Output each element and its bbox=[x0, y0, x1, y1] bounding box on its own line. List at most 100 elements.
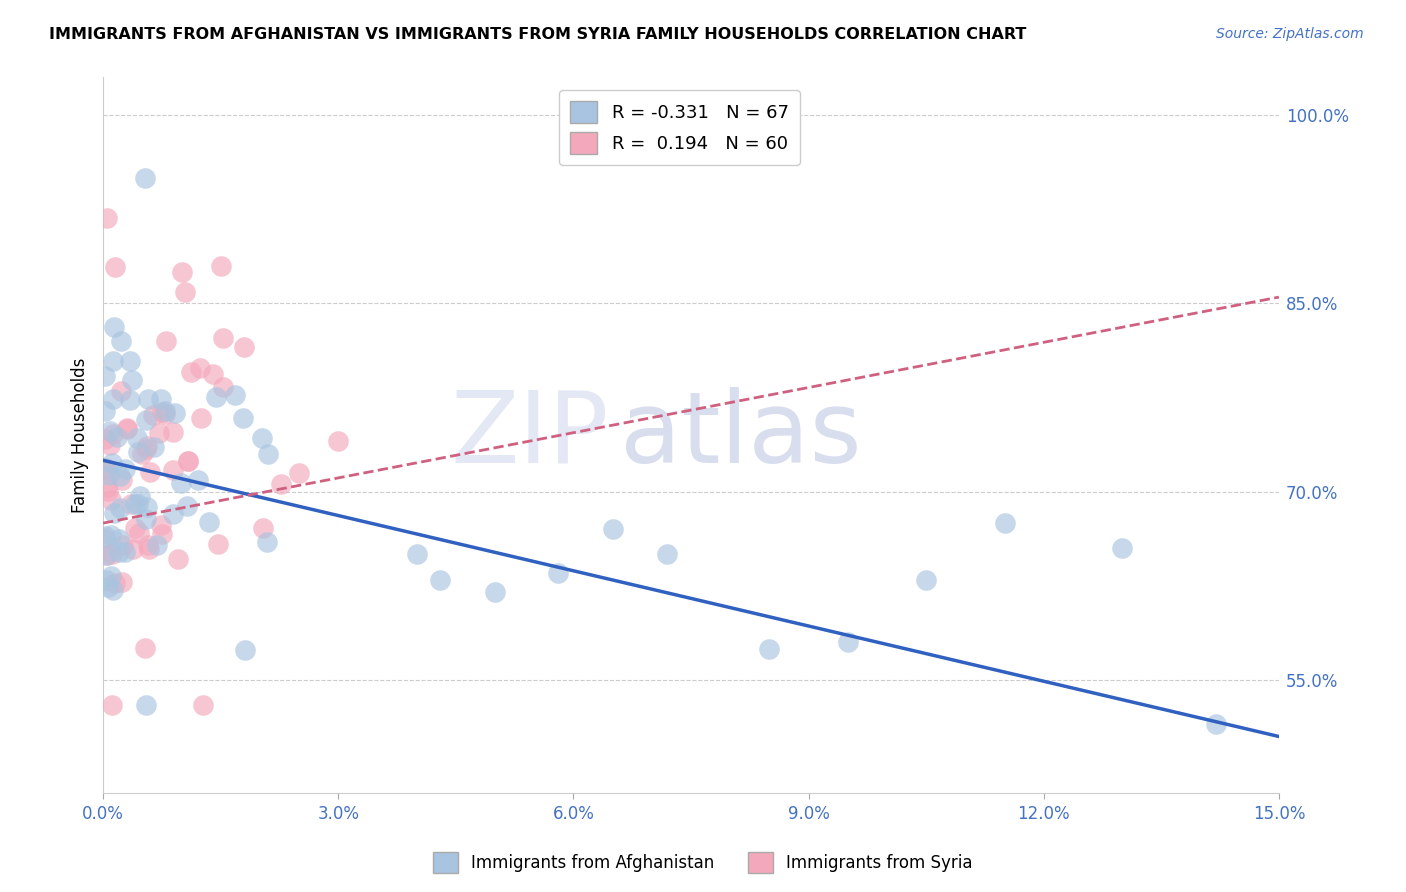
Point bbox=[212, 379, 235, 393]
Point bbox=[142, 408, 165, 422]
Point bbox=[108, 533, 131, 547]
Point bbox=[602, 522, 624, 536]
Point bbox=[104, 260, 127, 274]
Point bbox=[96, 211, 118, 225]
Point bbox=[180, 365, 202, 379]
Point bbox=[100, 568, 122, 582]
Point bbox=[138, 541, 160, 556]
Point bbox=[94, 432, 117, 446]
Y-axis label: Family Households: Family Households bbox=[72, 358, 89, 513]
Point bbox=[110, 384, 132, 398]
Point bbox=[114, 544, 136, 558]
Point bbox=[758, 641, 780, 656]
Point bbox=[110, 334, 132, 348]
Point bbox=[150, 527, 173, 541]
Text: ZIP: ZIP bbox=[450, 387, 609, 483]
Point bbox=[96, 548, 118, 562]
Point bbox=[139, 465, 162, 479]
Point bbox=[105, 430, 128, 444]
Point bbox=[233, 643, 256, 657]
Point bbox=[108, 545, 131, 559]
Point bbox=[128, 525, 150, 540]
Point bbox=[201, 367, 224, 381]
Point bbox=[100, 492, 122, 507]
Point bbox=[114, 462, 136, 476]
Text: atlas: atlas bbox=[620, 387, 862, 483]
Point bbox=[170, 265, 193, 279]
Point bbox=[207, 537, 229, 551]
Point bbox=[190, 411, 212, 425]
Text: Source: ZipAtlas.com: Source: ZipAtlas.com bbox=[1216, 27, 1364, 41]
Point bbox=[124, 521, 146, 535]
Point bbox=[270, 476, 292, 491]
Point bbox=[162, 463, 184, 477]
Point bbox=[111, 575, 134, 590]
Point bbox=[405, 548, 427, 562]
Point bbox=[1111, 541, 1133, 556]
Point bbox=[162, 508, 184, 522]
Point bbox=[97, 483, 120, 498]
Point bbox=[191, 698, 214, 712]
Point bbox=[288, 466, 311, 480]
Point bbox=[98, 424, 121, 438]
Legend: Immigrants from Afghanistan, Immigrants from Syria: Immigrants from Afghanistan, Immigrants … bbox=[426, 846, 980, 880]
Legend: R = -0.331   N = 67, R =  0.194   N = 60: R = -0.331 N = 67, R = 0.194 N = 60 bbox=[560, 90, 800, 165]
Point bbox=[100, 527, 122, 541]
Point bbox=[111, 538, 134, 552]
Point bbox=[122, 541, 145, 556]
Point bbox=[101, 392, 124, 406]
Point bbox=[134, 640, 156, 655]
Point bbox=[120, 497, 142, 511]
Point bbox=[257, 447, 280, 461]
Point bbox=[135, 511, 157, 525]
Point bbox=[94, 403, 117, 417]
Point bbox=[429, 573, 451, 587]
Point bbox=[101, 354, 124, 368]
Point bbox=[233, 340, 256, 354]
Point bbox=[94, 548, 117, 562]
Point bbox=[136, 392, 159, 406]
Point bbox=[127, 497, 149, 511]
Point bbox=[155, 334, 177, 348]
Point bbox=[150, 518, 173, 533]
Point bbox=[165, 406, 187, 420]
Point bbox=[101, 456, 124, 470]
Point bbox=[212, 331, 235, 345]
Point bbox=[131, 447, 153, 461]
Point bbox=[115, 422, 138, 436]
Point bbox=[94, 529, 117, 543]
Point bbox=[108, 469, 131, 483]
Point bbox=[96, 460, 118, 475]
Point bbox=[127, 431, 149, 445]
Point bbox=[96, 480, 118, 494]
Point bbox=[124, 497, 146, 511]
Point bbox=[103, 506, 125, 520]
Point bbox=[101, 426, 124, 441]
Point bbox=[205, 391, 228, 405]
Point bbox=[135, 442, 157, 457]
Point bbox=[120, 392, 142, 407]
Point bbox=[104, 576, 127, 591]
Point bbox=[134, 170, 156, 185]
Point bbox=[150, 404, 173, 418]
Text: IMMIGRANTS FROM AFGHANISTAN VS IMMIGRANTS FROM SYRIA FAMILY HOUSEHOLDS CORRELATI: IMMIGRANTS FROM AFGHANISTAN VS IMMIGRANT… bbox=[49, 27, 1026, 42]
Point bbox=[135, 698, 157, 712]
Point bbox=[136, 439, 159, 453]
Point bbox=[250, 431, 273, 445]
Point bbox=[547, 566, 569, 581]
Point bbox=[232, 411, 254, 425]
Point bbox=[993, 516, 1015, 530]
Point bbox=[177, 454, 200, 468]
Point bbox=[103, 319, 125, 334]
Point bbox=[252, 521, 274, 535]
Point bbox=[136, 500, 159, 514]
Point bbox=[148, 425, 170, 440]
Point bbox=[135, 413, 157, 427]
Point bbox=[96, 573, 118, 587]
Point bbox=[174, 285, 197, 299]
Point bbox=[143, 440, 166, 454]
Point bbox=[484, 585, 506, 599]
Point bbox=[176, 499, 198, 513]
Point bbox=[127, 445, 149, 459]
Point bbox=[146, 538, 169, 552]
